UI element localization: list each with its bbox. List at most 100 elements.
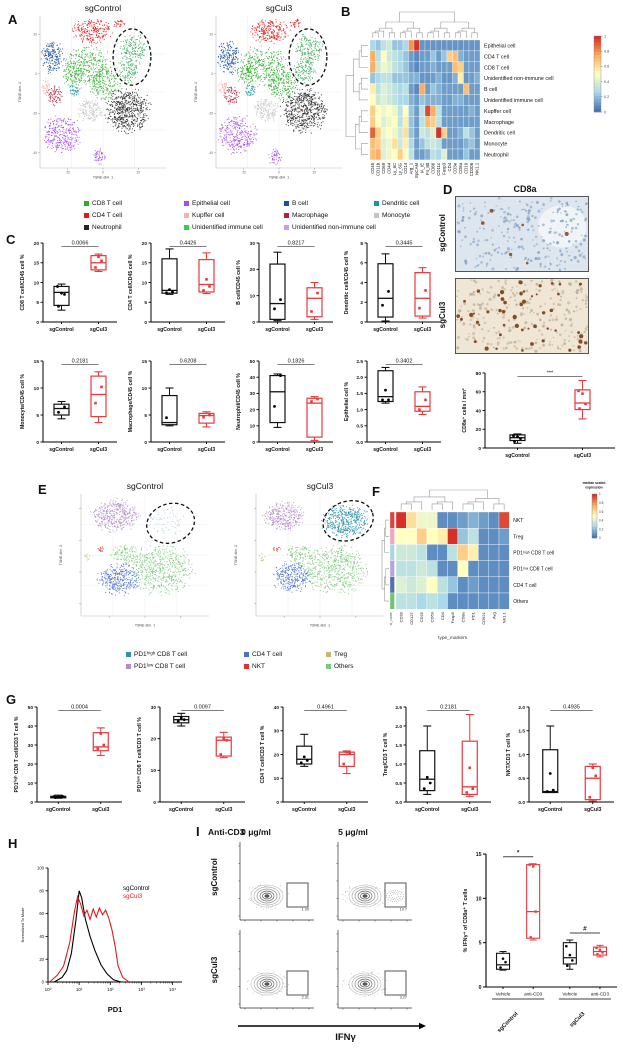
legend-item: CD8 T cell [84, 200, 184, 207]
svg-text:0: 0 [211, 72, 213, 76]
legend-item: Monocyte [374, 212, 454, 219]
panel-label-a: A [8, 12, 18, 27]
legend-swatch-icon [126, 663, 131, 669]
legend-item: CD4 T cell [244, 651, 326, 658]
legend-item: Unidentified non-immune cell [284, 223, 376, 231]
svg-text:TSNE dim. 2: TSNE dim. 2 [18, 82, 22, 102]
ihc-row-label-sgcul3: sgCul3 [438, 301, 447, 329]
dose-label-5: 5 μg/ml [338, 827, 368, 837]
legend-label: B cell [292, 199, 308, 207]
legend-swatch-icon [184, 224, 189, 230]
svg-text:-40: -40 [208, 151, 213, 155]
panel-label-i: I [196, 824, 200, 839]
svg-text:20: 20 [209, 32, 213, 36]
legend-label: Neutrophil [92, 223, 122, 231]
svg-text:0: 0 [102, 171, 104, 175]
legend-label: PD1ʰⁱᵍʰ CD8 T cell [134, 651, 188, 658]
legend-label: Unidentified immune cell [192, 223, 263, 231]
legend-item: Epithelial cell [184, 200, 284, 207]
legend-swatch-icon [184, 200, 189, 206]
legend-swatch-icon [184, 212, 189, 218]
svg-text:-40: -40 [32, 151, 37, 155]
legend-label: NKT [252, 662, 265, 670]
ihc-title: CD8a [513, 184, 537, 194]
legend-item: Others [326, 663, 386, 670]
ihc-image-sgcul3 [455, 278, 589, 354]
legend-item: NKT [244, 663, 326, 670]
legend-label: Unidentified non-immune cell [292, 223, 376, 231]
legend-swatch-icon [284, 212, 289, 218]
legend-swatch-icon [326, 651, 331, 657]
tsne-celltypes-sgcul3: sgCul3 20 0 -20 -40 -20 0 20 TSNE dim. 2 TSNE dim… [194, 3, 342, 180]
legend-swatch-icon [84, 200, 89, 206]
panel-label-e: E [38, 482, 47, 497]
tcell-legend: PD1ʰⁱᵍʰ CD8 T cell CD4 T cell Treg PD1ˡᵒʷ C… [126, 648, 386, 672]
legend-swatch-icon [326, 663, 331, 669]
svg-text:-20: -20 [32, 111, 37, 115]
legend-item: Treg [326, 651, 386, 658]
legend-item: B cell [284, 200, 374, 207]
legend-label: Monocyte [382, 211, 411, 219]
legend-swatch-icon [284, 224, 289, 230]
panel-label-f: F [372, 484, 380, 499]
tsne-celltypes-sgcontrol: sgControl 20 0 -20 -40 -20 0 20 TSNE dim. 2 TSNE … [18, 3, 166, 180]
celltype-legend: CD8 T cell Epithelial cell B cell Dendritic… [84, 197, 454, 233]
legend-item: PD1ʰⁱᵍʰ CD8 T cell [126, 650, 244, 658]
svg-text:-20: -20 [208, 111, 213, 115]
legend-swatch-icon [374, 200, 379, 206]
anti-cd3-header: Anti-CD3 [208, 827, 245, 837]
legend-swatch-icon [84, 224, 89, 230]
flow-row-label-sgcul3: sgCul3 [210, 956, 219, 984]
svg-text:20: 20 [313, 171, 317, 175]
ihc-image-sgcontrol [455, 196, 589, 272]
legend-item: Unidentified immune cell [184, 224, 284, 231]
legend-label: Treg [334, 650, 348, 658]
legend-swatch-icon [244, 663, 249, 669]
panel-label-h: H [8, 836, 18, 851]
svg-text:0: 0 [278, 171, 280, 175]
legend-label: Others [334, 662, 354, 670]
svg-text:sgCul3: sgCul3 [266, 3, 293, 13]
legend-swatch-icon [84, 212, 89, 218]
legend-label: CD4 T cell [252, 650, 283, 658]
legend-swatch-icon [126, 651, 131, 657]
flow-contour-grid: 1.00 10.72.31 3.27 [238, 842, 426, 1030]
svg-text:sgControl: sgControl [85, 3, 121, 13]
dose-label-0: 0 μg/ml [241, 827, 271, 837]
panel-label-d: D [443, 182, 453, 197]
svg-text:-20: -20 [65, 171, 70, 175]
legend-item: Macrophage [284, 212, 374, 219]
legend-item: PD1ˡᵒʷ CD8 T cell [126, 663, 244, 670]
svg-text:TSNE dim. 1: TSNE dim. 1 [93, 176, 113, 180]
flow-row-label-sgcontrol: sgControl [210, 858, 219, 896]
legend-label: Kupffer cell [192, 211, 225, 219]
svg-text:20: 20 [33, 32, 37, 36]
legend-label: CD4 T cell [92, 211, 123, 219]
ifng-axis-label: IFNγ [335, 1032, 356, 1043]
legend-swatch-icon [284, 200, 289, 206]
svg-text:-20: -20 [241, 171, 246, 175]
legend-swatch-icon [244, 651, 249, 657]
legend-label: Dendritic cell [382, 199, 420, 207]
panel-label-c: C [6, 232, 16, 247]
legend-label: Epithelial cell [192, 199, 230, 207]
svg-text:TSNE dim. 1: TSNE dim. 1 [269, 176, 289, 180]
legend-item: Neutrophil [84, 224, 184, 231]
